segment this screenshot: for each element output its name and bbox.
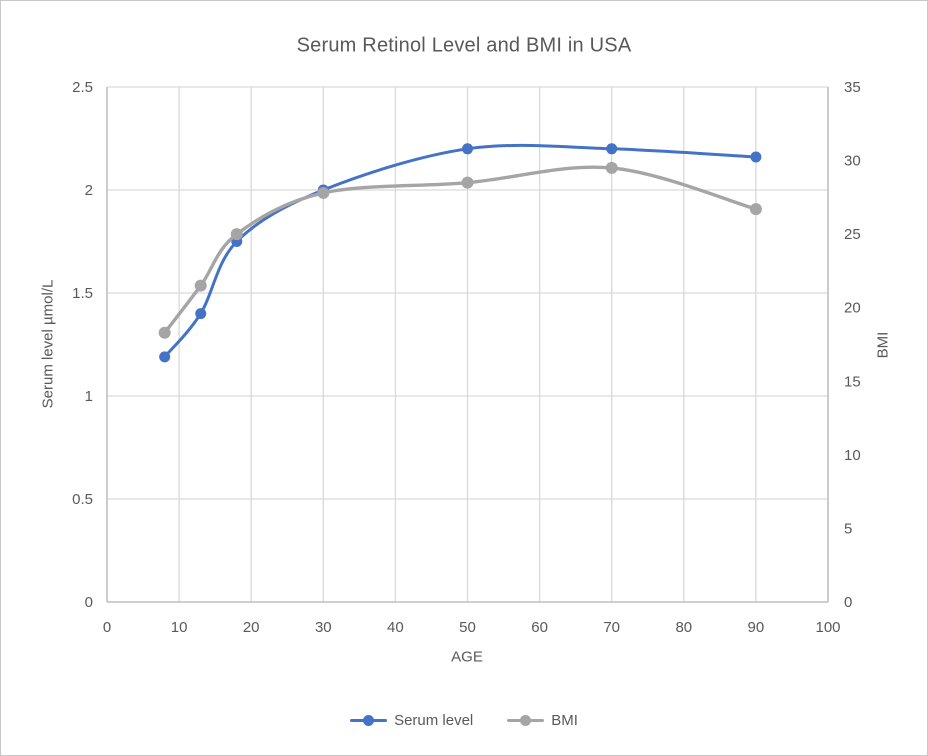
legend-label-bmi: BMI [551, 711, 578, 729]
serum-level-legend-dot [363, 714, 375, 726]
y-right-tick-label: 0 [844, 594, 852, 611]
legend-item-serum-level: Serum level [350, 712, 473, 729]
series-line-bmi [162, 165, 758, 335]
x-tick-label: 60 [531, 619, 548, 636]
right-axis-title: BMI [874, 331, 892, 359]
x-tick-label: 10 [171, 619, 188, 636]
data-point-bmi [461, 176, 474, 189]
y-right-tick-label: 25 [844, 226, 861, 243]
y-left-tick-label: 2.5 [72, 79, 93, 96]
y-right-tick-label: 20 [844, 300, 861, 317]
bmi-legend-dot [520, 714, 532, 726]
legend-label-serum-level: Serum level [394, 711, 474, 729]
x-tick-label: 40 [387, 619, 404, 636]
x-tick-label: 80 [675, 619, 692, 636]
bmi-legend-marker [507, 714, 545, 726]
y-left-tick-label: 1 [85, 388, 93, 405]
data-point-serum-level [606, 143, 618, 155]
y-right-tick-label: 15 [844, 373, 861, 390]
x-axis-title: AGE [451, 648, 483, 666]
data-point-bmi [194, 279, 207, 292]
chart-title: Serum Retinol Level and BMI in USA [296, 34, 632, 57]
y-left-tick-label: 0.5 [72, 491, 93, 508]
y-left-tick-label: 1.5 [72, 285, 93, 302]
x-tick-label: 90 [748, 619, 765, 636]
data-point-bmi [158, 326, 171, 339]
data-point-serum-level [195, 308, 207, 320]
x-tick-label: 30 [315, 619, 332, 636]
data-point-bmi [749, 203, 762, 216]
legend: Serum level BMI [1, 708, 927, 732]
y-left-tick-label: 2 [85, 182, 93, 199]
y-right-tick-label: 10 [844, 447, 861, 464]
legend-item-bmi: BMI [507, 712, 578, 729]
x-tick-label: 0 [103, 619, 111, 636]
y-right-tick-label: 35 [844, 79, 861, 96]
data-point-serum-level [159, 351, 171, 363]
x-tick-label: 50 [459, 619, 476, 636]
x-tick-label: 100 [815, 619, 840, 636]
y-left-tick-label: 0 [85, 594, 93, 611]
data-point-bmi [317, 186, 330, 199]
y-right-tick-label: 30 [844, 153, 861, 170]
x-tick-label: 20 [243, 619, 260, 636]
data-point-bmi [230, 228, 243, 241]
y-right-tick-label: 5 [844, 520, 852, 537]
data-point-serum-level [750, 151, 762, 163]
serum-level-legend-marker [350, 714, 388, 726]
x-tick-label: 70 [603, 619, 620, 636]
left-axis-title: Serum level µmol/L [39, 279, 57, 409]
data-point-serum-level [462, 143, 473, 155]
series-line-serum-level [163, 143, 758, 359]
data-point-bmi [605, 161, 618, 174]
